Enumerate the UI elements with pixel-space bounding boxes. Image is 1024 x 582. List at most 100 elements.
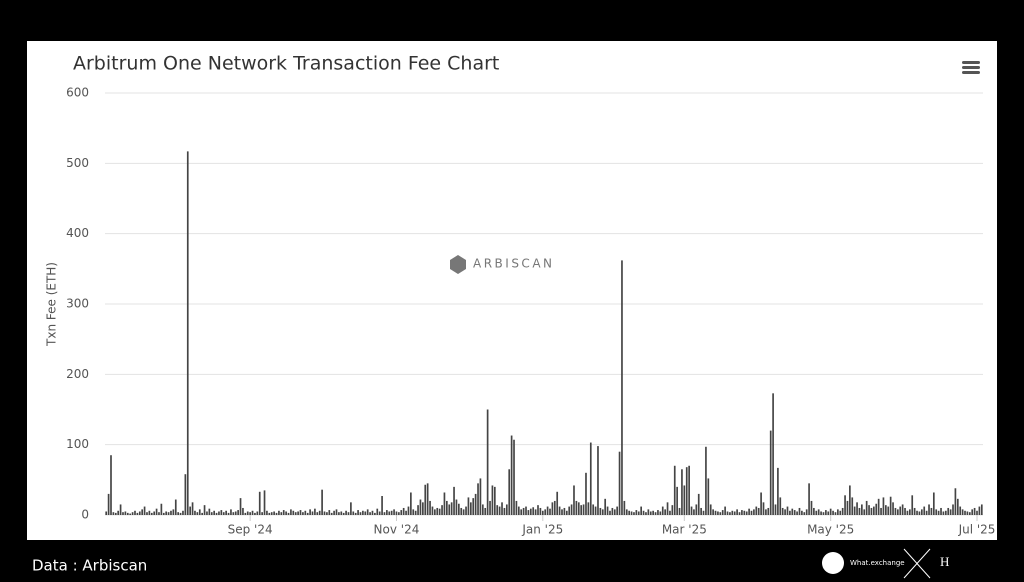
bar: [628, 510, 631, 515]
bar: [520, 509, 523, 515]
bar: [568, 506, 571, 515]
bar: [362, 510, 364, 515]
bar: [196, 512, 199, 515]
bar: [426, 483, 429, 515]
bar: [623, 500, 626, 515]
bar: [501, 502, 503, 515]
bar: [904, 507, 906, 515]
bar: [956, 498, 959, 515]
bar: [112, 512, 115, 515]
bar: [810, 500, 813, 515]
bar: [731, 510, 734, 515]
bar: [774, 504, 777, 515]
bar: [712, 509, 714, 515]
y-tick-label: 500: [66, 156, 89, 170]
bar: [846, 500, 849, 515]
bar: [856, 502, 858, 515]
bar: [198, 509, 201, 515]
bar: [201, 512, 203, 515]
bar: [335, 509, 338, 515]
bar: [388, 511, 391, 515]
bar: [673, 465, 676, 515]
bar: [537, 505, 539, 515]
bar: [717, 511, 719, 515]
bar: [861, 504, 863, 515]
bar: [829, 508, 832, 515]
bar: [333, 510, 335, 515]
bar: [162, 512, 165, 515]
bar: [232, 512, 235, 515]
bar: [726, 511, 729, 515]
bar: [352, 511, 355, 515]
bar: [321, 489, 323, 515]
bar: [376, 508, 379, 515]
bar: [813, 507, 815, 515]
bar: [961, 509, 964, 515]
bar: [210, 512, 213, 515]
bar: [705, 446, 707, 515]
bar: [549, 508, 551, 515]
bar: [767, 507, 770, 515]
bar: [630, 511, 633, 515]
bar: [148, 510, 151, 515]
bar: [251, 510, 254, 515]
y-tick-label: 200: [66, 367, 89, 381]
bar: [170, 510, 172, 515]
bar: [285, 511, 287, 515]
bar: [906, 510, 909, 515]
bar: [484, 507, 487, 515]
bar: [832, 510, 834, 515]
bar: [676, 486, 678, 515]
bar: [258, 491, 261, 515]
bar: [215, 512, 218, 515]
bar: [932, 492, 935, 515]
bar: [719, 512, 722, 515]
bar: [582, 504, 585, 515]
bar: [808, 483, 810, 515]
bar: [278, 510, 280, 515]
bar: [690, 506, 693, 515]
bar: [350, 502, 352, 515]
bar: [805, 509, 808, 515]
bar: [928, 504, 930, 515]
bar: [191, 502, 194, 515]
bar: [429, 500, 431, 515]
bar: [410, 492, 412, 515]
bar: [364, 511, 367, 515]
bar: [815, 510, 818, 515]
bar: [733, 511, 736, 515]
bar: [635, 510, 638, 515]
x-tick-label: Mar '25: [662, 523, 707, 537]
bar: [671, 505, 674, 515]
bar: [556, 491, 559, 515]
bar: [474, 493, 477, 515]
bar: [407, 506, 410, 515]
bar: [479, 478, 482, 515]
x-tick-label: Jan '25: [521, 523, 563, 537]
menu-button[interactable]: [962, 61, 980, 74]
bar: [798, 507, 801, 515]
bar: [580, 505, 583, 515]
bar: [208, 508, 211, 515]
bar: [441, 505, 443, 515]
bar: [863, 509, 866, 515]
bar: [604, 498, 607, 515]
bar: [405, 510, 407, 515]
bar: [541, 510, 544, 515]
bar: [117, 510, 120, 515]
bar: [661, 506, 664, 515]
bar: [328, 510, 331, 515]
bar: [853, 506, 856, 515]
bar: [273, 511, 275, 515]
bar: [105, 511, 108, 515]
bar: [326, 512, 328, 515]
bar: [450, 502, 453, 515]
bar: [282, 510, 285, 515]
bar: [724, 506, 726, 515]
bar: [952, 504, 954, 515]
bar: [553, 500, 556, 515]
bar: [642, 510, 645, 515]
bar: [532, 507, 535, 515]
bar: [973, 507, 976, 515]
